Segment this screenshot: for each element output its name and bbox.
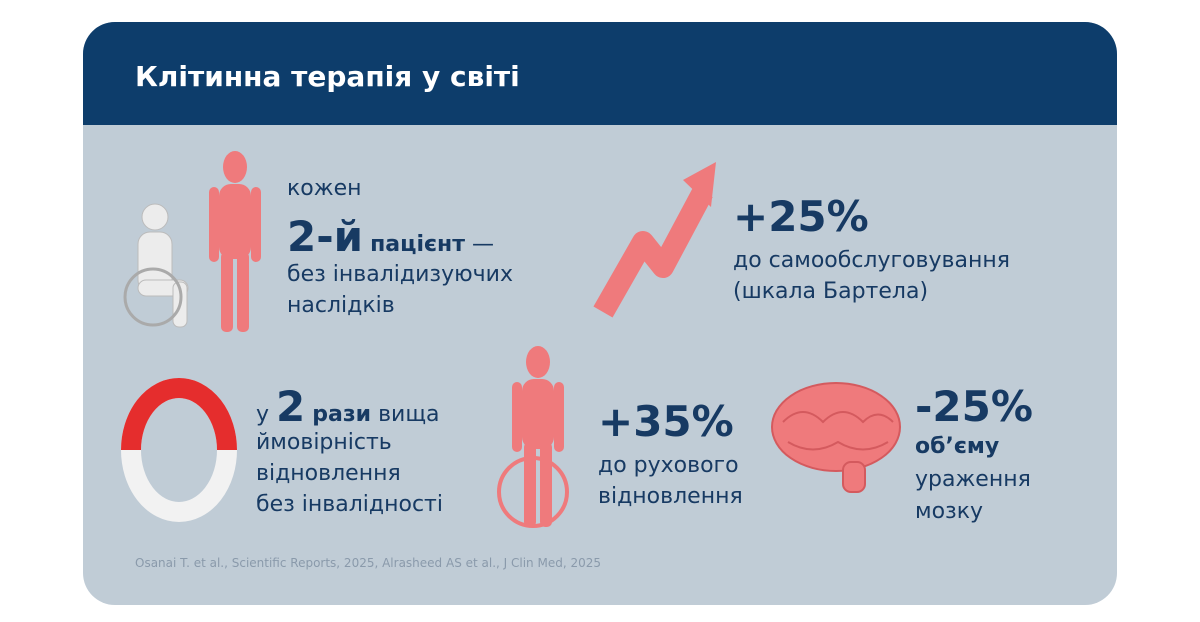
stat-text: мозку: [915, 499, 984, 524]
title: Клітинна терапія у світі: [135, 60, 520, 93]
stat-text: до рухового: [598, 453, 739, 478]
stat-text: відновлення: [598, 484, 743, 509]
stat-text: ймовірність: [256, 430, 392, 455]
source-note: Osanai T. et al., Scientific Reports, 20…: [135, 556, 602, 570]
ring: [121, 378, 237, 522]
stat-text: 2-й пацієнт —: [287, 212, 494, 270]
stat-text: відновлення: [256, 461, 401, 486]
illustrations: [121, 151, 901, 528]
stat-text: наслідків: [287, 293, 395, 318]
brain: [771, 382, 901, 493]
growth-arrow: [593, 162, 716, 318]
stat-bold: пацієнт: [370, 232, 465, 257]
stat-text: у 2 рази вища: [256, 382, 440, 440]
stat-text: кожен: [287, 176, 362, 201]
stat-text: ураження: [915, 467, 1031, 492]
stat-highlight: 2: [276, 382, 306, 431]
stat-bold: рази: [312, 402, 372, 427]
standing-figure-pink: [209, 151, 261, 332]
stat-text: без інвалідності: [256, 492, 443, 517]
stat-highlight: 2-й: [287, 212, 364, 261]
stat-text: до самообслуговування: [733, 248, 1010, 273]
stat-text: (шкала Бартела): [733, 279, 929, 304]
header-bar: [83, 22, 1117, 125]
stat-text: вища: [378, 402, 440, 427]
stat-value: +25%: [733, 192, 869, 241]
stat-bold: об’єму: [915, 434, 1000, 459]
stat-text: —: [471, 232, 494, 257]
wheelchair-figure-white: [123, 203, 189, 328]
stat-text: без інвалідизуючих: [287, 262, 513, 287]
stat-value: +35%: [598, 397, 734, 446]
infographic-card: Клітинна терапія у світі: [83, 22, 1117, 605]
stat-value: -25%: [915, 382, 1033, 431]
stat-text: у: [256, 402, 270, 427]
wheelchair-figure-pink: [497, 346, 569, 528]
